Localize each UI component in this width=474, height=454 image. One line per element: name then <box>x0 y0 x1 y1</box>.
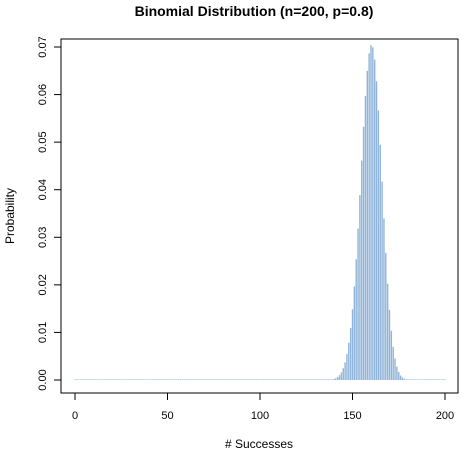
x-tick-label-100: 100 <box>251 410 269 422</box>
x-axis-label: # Successes <box>225 437 293 451</box>
x-tick-label-0: 0 <box>72 410 78 422</box>
chart-title: Binomial Distribution (n=200, p=0.8) <box>135 3 374 19</box>
x-tick-label-150: 150 <box>343 410 361 422</box>
y-tick-label-1: 0.01 <box>37 322 49 343</box>
y-tick-label-3: 0.03 <box>37 227 49 248</box>
y-tick-label-2: 0.02 <box>37 274 49 295</box>
y-axis-label: Probability <box>3 188 17 244</box>
x-axis: 0 50 100 150 200 <box>72 392 454 422</box>
y-tick-label-0: 0.00 <box>37 369 49 390</box>
y-tick-label-6: 0.06 <box>37 84 49 105</box>
x-tick-label-200: 200 <box>436 410 454 422</box>
plot-area-frame <box>60 38 459 394</box>
x-tick-label-50: 50 <box>161 410 173 422</box>
bars-group <box>74 45 446 380</box>
y-tick-label-7: 0.07 <box>37 36 49 57</box>
y-tick-label-5: 0.05 <box>37 131 49 152</box>
y-tick-label-4: 0.04 <box>37 179 49 200</box>
y-axis: 0.00 0.01 0.02 0.03 0.04 0.05 0.06 0.07 <box>37 36 62 391</box>
